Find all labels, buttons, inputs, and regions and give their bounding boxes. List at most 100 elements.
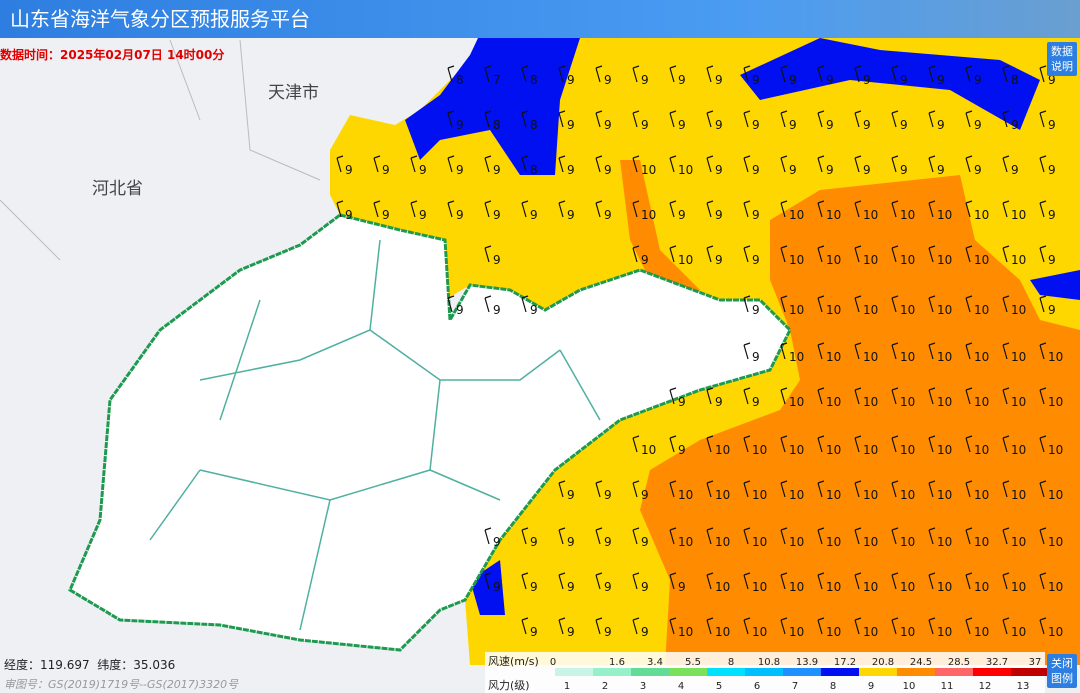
wind-level: 10 bbox=[863, 488, 878, 502]
header-title: 山东省海洋气象分区预报服务平台 bbox=[0, 0, 1080, 38]
wind-barb bbox=[891, 110, 899, 128]
wind-barb bbox=[817, 155, 825, 173]
wind-barb bbox=[447, 65, 455, 83]
wind-barb bbox=[1039, 527, 1047, 545]
wind-barb bbox=[1039, 342, 1047, 360]
wind-barb bbox=[706, 110, 714, 128]
wind-level: 10 bbox=[789, 253, 804, 267]
wind-barb bbox=[891, 200, 899, 218]
wind-level: 9 bbox=[604, 208, 612, 222]
wind-barb bbox=[484, 572, 492, 590]
wind-level: 10 bbox=[641, 163, 656, 177]
wind-level: 10 bbox=[900, 253, 915, 267]
wind-level: 10 bbox=[678, 253, 693, 267]
wind-level: 9 bbox=[752, 163, 760, 177]
wind-barb bbox=[965, 435, 973, 453]
wind-level: 9 bbox=[715, 253, 723, 267]
wind-barb bbox=[484, 527, 492, 545]
wind-barb bbox=[410, 155, 418, 173]
wind-level: 10 bbox=[900, 580, 915, 594]
wind-level: 9 bbox=[789, 163, 797, 177]
wind-barb bbox=[780, 572, 788, 590]
wind-barb bbox=[965, 110, 973, 128]
close-legend-button[interactable]: 关闭图例 bbox=[1047, 654, 1077, 688]
land-shandong bbox=[68, 213, 792, 652]
sea-blue bbox=[740, 38, 1040, 130]
wind-barb bbox=[928, 435, 936, 453]
wind-level: 9 bbox=[1048, 163, 1056, 177]
wind-level: 9 bbox=[678, 208, 686, 222]
wind-level: 10 bbox=[1011, 535, 1026, 549]
wind-level: 9 bbox=[567, 163, 575, 177]
wind-level: 9 bbox=[937, 118, 945, 132]
wind-barb bbox=[447, 110, 455, 128]
wind-barb bbox=[928, 572, 936, 590]
wind-level: 10 bbox=[826, 625, 841, 639]
wind-barb bbox=[854, 342, 862, 360]
wind-barb bbox=[891, 245, 899, 263]
wind-barb bbox=[706, 480, 714, 498]
wind-level: 10 bbox=[863, 443, 878, 457]
wind-barb bbox=[780, 200, 788, 218]
force-value: 10 bbox=[903, 681, 916, 692]
wind-level: 10 bbox=[1048, 535, 1063, 549]
speed-value: 13.9 bbox=[796, 657, 818, 668]
legend-color bbox=[973, 668, 1011, 676]
data-note-button[interactable]: 数据说明 bbox=[1047, 42, 1077, 76]
wind-level: 10 bbox=[937, 625, 952, 639]
wind-barb bbox=[706, 155, 714, 173]
wind-level: 10 bbox=[937, 350, 952, 364]
wind-barb bbox=[521, 527, 529, 545]
wind-level: 10 bbox=[789, 488, 804, 502]
wind-level: 9 bbox=[1048, 208, 1056, 222]
wind-level: 9 bbox=[752, 253, 760, 267]
wind-level: 9 bbox=[345, 163, 353, 177]
sea-blue bbox=[405, 38, 580, 175]
wind-level: 10 bbox=[937, 580, 952, 594]
force-value: 3 bbox=[640, 681, 646, 692]
wind-barb bbox=[928, 245, 936, 263]
wind-barb bbox=[632, 110, 640, 128]
wind-barb bbox=[1039, 387, 1047, 405]
wind-level: 10 bbox=[1048, 580, 1063, 594]
wind-level: 10 bbox=[789, 303, 804, 317]
wind-level: 9 bbox=[1048, 253, 1056, 267]
review-number: 审图号：GS(2019)1719号--GS(2017)3320号 bbox=[4, 678, 239, 691]
wind-barb bbox=[1002, 387, 1010, 405]
wind-level: 10 bbox=[789, 395, 804, 409]
wind-barb bbox=[632, 527, 640, 545]
wind-level: 9 bbox=[530, 535, 538, 549]
wind-barb bbox=[891, 435, 899, 453]
wind-level: 9 bbox=[715, 208, 723, 222]
wind-level: 7 bbox=[493, 73, 501, 87]
wind-level: 9 bbox=[530, 625, 538, 639]
wind-level: 10 bbox=[752, 535, 767, 549]
wind-level: 10 bbox=[789, 443, 804, 457]
wind-level: 9 bbox=[752, 208, 760, 222]
wind-level: 9 bbox=[863, 163, 871, 177]
wind-level: 9 bbox=[604, 580, 612, 594]
wind-barb bbox=[854, 245, 862, 263]
wind-level: 10 bbox=[752, 580, 767, 594]
wind-level: 10 bbox=[1048, 395, 1063, 409]
wind-level: 10 bbox=[900, 350, 915, 364]
wind-barb bbox=[854, 65, 862, 83]
wind-barb bbox=[965, 65, 973, 83]
wind-level: 9 bbox=[604, 118, 612, 132]
wind-barb bbox=[373, 155, 381, 173]
wind-level: 9 bbox=[1048, 73, 1056, 87]
wind-level: 10 bbox=[715, 625, 730, 639]
wind-barb bbox=[669, 110, 677, 128]
force-value: 12 bbox=[979, 681, 992, 692]
wind-barb bbox=[410, 200, 418, 218]
coordinates: 经度：119.697 纬度：35.036 bbox=[4, 656, 175, 673]
legend-color bbox=[935, 668, 973, 676]
wind-barb bbox=[336, 155, 344, 173]
wind-level: 9 bbox=[493, 208, 501, 222]
speed-value: 0 bbox=[550, 657, 556, 668]
wind-barb bbox=[743, 387, 751, 405]
force-value: 4 bbox=[678, 681, 684, 692]
wind-barb bbox=[1002, 110, 1010, 128]
legend-color bbox=[897, 668, 935, 676]
legend-color bbox=[821, 668, 859, 676]
